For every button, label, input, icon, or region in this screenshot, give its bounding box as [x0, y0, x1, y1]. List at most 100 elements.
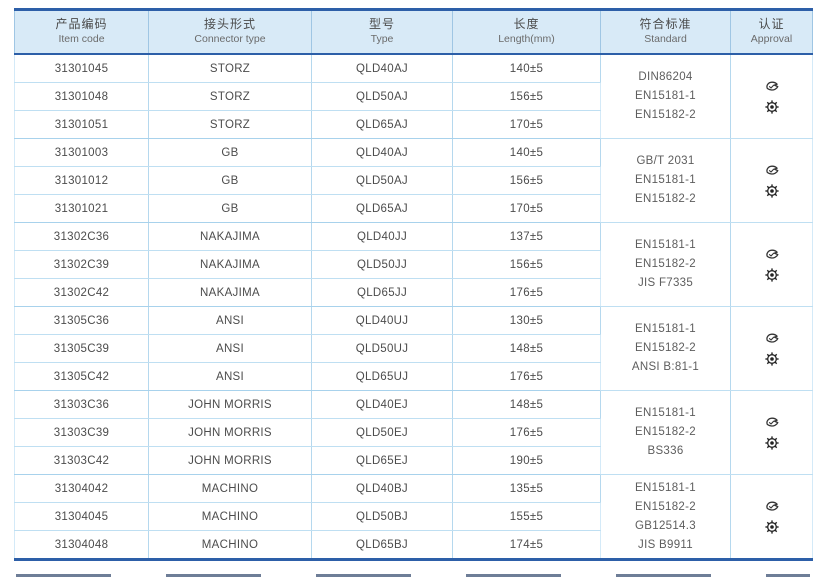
standard-line: JIS F7335: [637, 277, 694, 289]
connector-type-cell: NAKAJIMA: [148, 222, 312, 251]
wheelmark-icon: [764, 352, 779, 366]
table-body: 31301045 STORZ QLD40AJ 140±5 DIN86204 EN15181…: [14, 54, 813, 560]
item-code-cell: 31304048: [14, 530, 149, 560]
length-cell: 176±5: [452, 278, 601, 307]
standard-cell: EN15181-1 EN15182-2 JIS F7335: [600, 222, 731, 307]
length-cell: 176±5: [452, 362, 601, 391]
certification-mark-icon: [764, 247, 780, 261]
table-row: 31304042 MACHINO QLD40BJ 135±5 EN15181-1 EN15…: [14, 474, 813, 560]
item-code-cell: 31303C36: [14, 390, 149, 419]
certification-mark-icon: [764, 415, 780, 429]
certification-mark-icon: [764, 163, 780, 177]
connector-type-cell: NAKAJIMA: [148, 278, 312, 307]
type-cell: QLD50JJ: [311, 250, 453, 279]
column-header-length: 长度 Length(mm): [452, 9, 601, 55]
type-cell: QLD40BJ: [311, 474, 453, 503]
approval-icon-stack: [733, 79, 810, 114]
approval-icon-stack: [733, 163, 810, 198]
header-row: 产品编码 Item code 接头形式 Connector type 型号 Type 长度 L…: [14, 9, 813, 55]
standard-cell: GB/T 2031 EN15181-1 EN15182-2: [600, 138, 731, 223]
type-cell: QLD65UJ: [311, 362, 453, 391]
standard-line: EN15182-2: [635, 193, 696, 205]
table-row: 31301051 STORZ QLD65AJ 170±5: [14, 110, 813, 139]
column-header-zh-label: 长度: [513, 17, 540, 31]
connector-type-cell: STORZ: [148, 82, 312, 111]
column-header-type: 型号 Type: [311, 9, 453, 55]
approval-icon-stack: [733, 415, 810, 450]
length-cell: 176±5: [452, 418, 601, 447]
type-cell: QLD50BJ: [311, 502, 453, 531]
approval-cell: [730, 54, 813, 139]
type-cell: QLD65EJ: [311, 446, 453, 475]
column-header-zh-label: 产品编码: [55, 17, 108, 31]
wheelmark-icon: [764, 520, 779, 534]
length-cell: 174±5: [452, 530, 601, 560]
column-header-connector-type: 接头形式 Connector type: [148, 9, 312, 55]
table-row: 31303C42 JOHN MORRIS QLD65EJ 190±5: [14, 446, 813, 475]
item-code-cell: 31301021: [14, 194, 149, 223]
connector-type-cell: GB: [148, 166, 312, 195]
type-cell: QLD40UJ: [311, 306, 453, 335]
certification-mark-icon: [764, 499, 780, 513]
type-cell: QLD50EJ: [311, 418, 453, 447]
table-row: 31302C36 NAKAJIMA QLD40JJ 137±5 EN15181-1 EN1…: [14, 222, 813, 307]
standard-cell: EN15181-1 EN15182-2 BS336: [600, 390, 731, 475]
connector-type-cell: STORZ: [148, 54, 312, 83]
type-cell: QLD40EJ: [311, 390, 453, 419]
item-code-cell: 31302C39: [14, 250, 149, 279]
connector-type-cell: MACHINO: [148, 502, 312, 531]
type-cell: QLD50AJ: [311, 82, 453, 111]
connector-type-cell: GB: [148, 194, 312, 223]
table-row: 31305C42 ANSI QLD65UJ 176±5: [14, 362, 813, 391]
column-header-en-label: Approval: [750, 33, 793, 45]
connector-type-cell: JOHN MORRIS: [148, 418, 312, 447]
standard-line: EN15181-1: [635, 90, 696, 102]
item-code-cell: 31304045: [14, 502, 149, 531]
column-header-zh-label: 接头形式: [203, 17, 256, 31]
table-row: 31301003 GB QLD40AJ 140±5 GB/T 2031 EN15181-1…: [14, 138, 813, 223]
approval-icon-stack: [733, 331, 810, 366]
standard-line: EN15181-1: [635, 323, 696, 335]
length-cell: 148±5: [452, 334, 601, 363]
table-row: 31302C42 NAKAJIMA QLD65JJ 176±5: [14, 278, 813, 307]
length-cell: 135±5: [452, 474, 601, 503]
connector-type-cell: ANSI: [148, 362, 312, 391]
column-header-en-label: Standard: [644, 33, 687, 45]
item-code-cell: 31302C42: [14, 278, 149, 307]
length-cell: 190±5: [452, 446, 601, 475]
connector-type-cell: ANSI: [148, 334, 312, 363]
certification-mark-icon: [764, 79, 780, 93]
cropped-next-section-edge: [16, 574, 810, 577]
type-cell: QLD65AJ: [311, 110, 453, 139]
wheelmark-icon: [764, 268, 779, 282]
length-cell: 137±5: [452, 222, 601, 251]
column-header-approval: 认证 Approval: [730, 9, 813, 55]
table-row: 31301012 GB QLD50AJ 156±5: [14, 166, 813, 195]
standard-line: BS336: [647, 445, 684, 457]
standard-line: GB/T 2031: [636, 155, 695, 167]
column-header-standard: 符合标准 Standard: [600, 9, 731, 55]
column-header-en-label: Length(mm): [498, 33, 555, 45]
standard-cell: DIN86204 EN15181-1 EN15182-2: [600, 54, 731, 139]
length-cell: 156±5: [452, 82, 601, 111]
length-cell: 156±5: [452, 166, 601, 195]
type-cell: QLD50UJ: [311, 334, 453, 363]
item-code-cell: 31303C39: [14, 418, 149, 447]
standard-line: EN15182-2: [635, 426, 696, 438]
length-cell: 170±5: [452, 110, 601, 139]
item-code-cell: 31305C39: [14, 334, 149, 363]
wheelmark-icon: [764, 184, 779, 198]
standard-line: ANSI B:81-1: [631, 361, 700, 373]
approval-icon-stack: [733, 499, 810, 534]
approval-icon-stack: [733, 247, 810, 282]
connector-type-cell: STORZ: [148, 110, 312, 139]
column-header-zh-label: 型号: [368, 17, 395, 31]
standard-line: EN15182-2: [635, 500, 696, 513]
column-header-en-label: Item code: [58, 33, 105, 45]
table-row: 31305C36 ANSI QLD40UJ 130±5 EN15181-1 EN15182…: [14, 306, 813, 391]
approval-cell: [730, 474, 813, 560]
table-row: 31305C39 ANSI QLD50UJ 148±5: [14, 334, 813, 363]
type-cell: QLD65AJ: [311, 194, 453, 223]
column-header-en-label: Type: [370, 33, 394, 45]
standard-line: GB12514.3: [635, 519, 696, 532]
